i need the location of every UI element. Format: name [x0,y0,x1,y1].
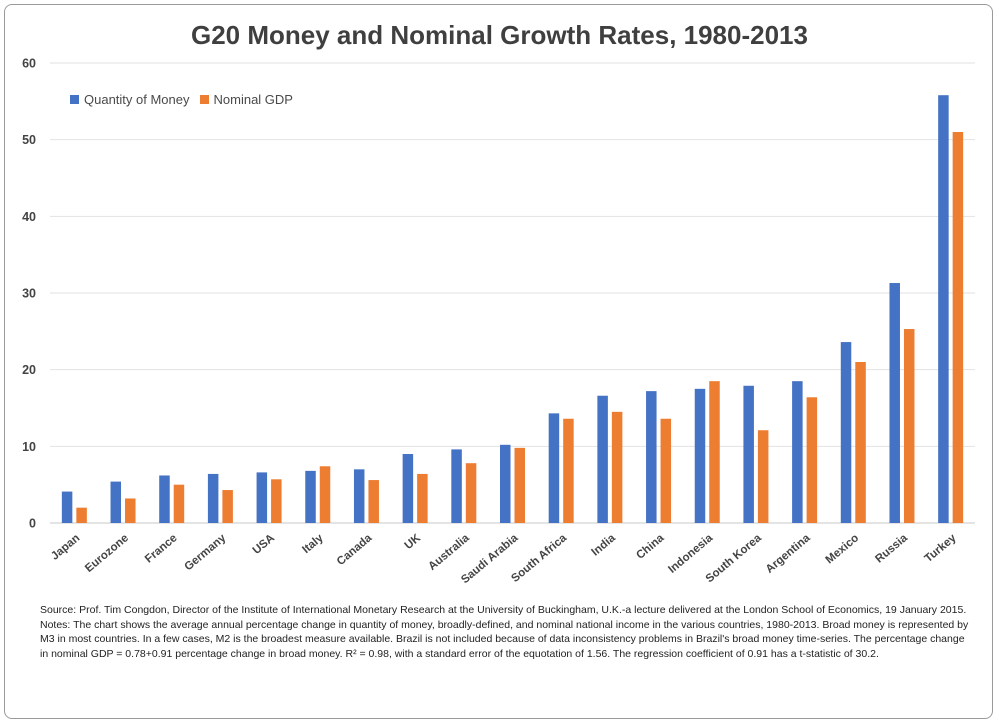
legend-label-gdp: Nominal GDP [213,92,293,107]
legend-entry-gdp: Nominal GDP [199,92,293,107]
methodology-note: Notes: The chart shows the average annua… [40,618,969,660]
chart-frame [4,4,993,719]
legend-swatch-gdp [199,95,209,104]
legend-swatch-money [70,95,79,104]
legend-label-money: Quantity of Money [84,92,190,107]
chart-title: G20 Money and Nominal Growth Rates, 1980… [191,20,808,50]
legend: Quantity of Money Nominal GDP [70,92,293,107]
source-note: Source: Prof. Tim Congdon, Director of t… [40,604,967,616]
chart-notes: Source: Prof. Tim Congdon, Director of t… [40,603,970,661]
legend-entry-money: Quantity of Money [70,92,190,107]
